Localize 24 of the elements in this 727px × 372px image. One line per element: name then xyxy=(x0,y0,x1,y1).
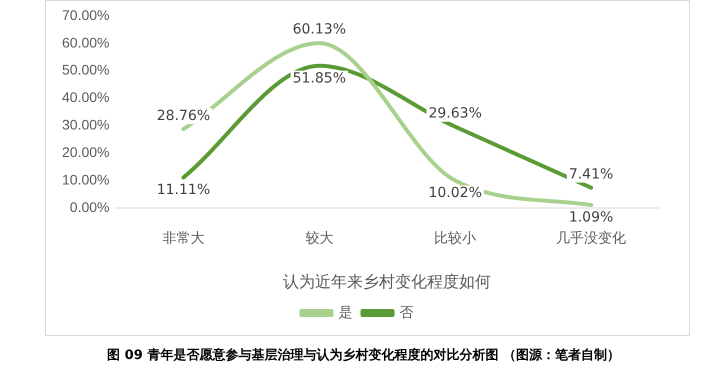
y-tick-label: 70.00% xyxy=(62,6,110,23)
data-label: 1.09% xyxy=(568,210,614,226)
legend-label: 是 xyxy=(338,304,352,320)
data-label: 10.02% xyxy=(428,185,482,202)
y-tick-label: 0.00% xyxy=(70,198,110,215)
y-tick-label: 30.00% xyxy=(62,116,110,133)
y-tick-label: 10.00% xyxy=(62,171,110,188)
caption: 图 09 青年是否愿意参与基层治理与认为乡村变化程度的对比分析图 （图源：笔者自制） xyxy=(106,346,621,364)
data-label: 7.41% xyxy=(568,166,614,182)
x-tick-label: 非常大 xyxy=(162,229,204,246)
y-tick-label: 50.00% xyxy=(62,62,110,78)
x-tick-label: 比较小 xyxy=(434,229,476,246)
y-tick-label: 20.00% xyxy=(62,144,110,160)
data-label: 11.11% xyxy=(156,182,210,198)
data-label: 51.85% xyxy=(292,70,346,86)
y-tick-label: 40.00% xyxy=(62,89,110,106)
x-tick-label: 较大 xyxy=(305,229,334,246)
y-tick-label: 60.00% xyxy=(62,34,110,50)
x-axis-title: 认为近年来乡村变化程度如何 xyxy=(283,272,492,291)
data-label: 28.76% xyxy=(156,108,210,124)
x-tick-label: 几乎没变化 xyxy=(556,229,626,246)
data-label: 29.63% xyxy=(428,105,482,122)
data-label: 60.13% xyxy=(292,22,346,38)
legend-label: 否 xyxy=(400,304,414,320)
